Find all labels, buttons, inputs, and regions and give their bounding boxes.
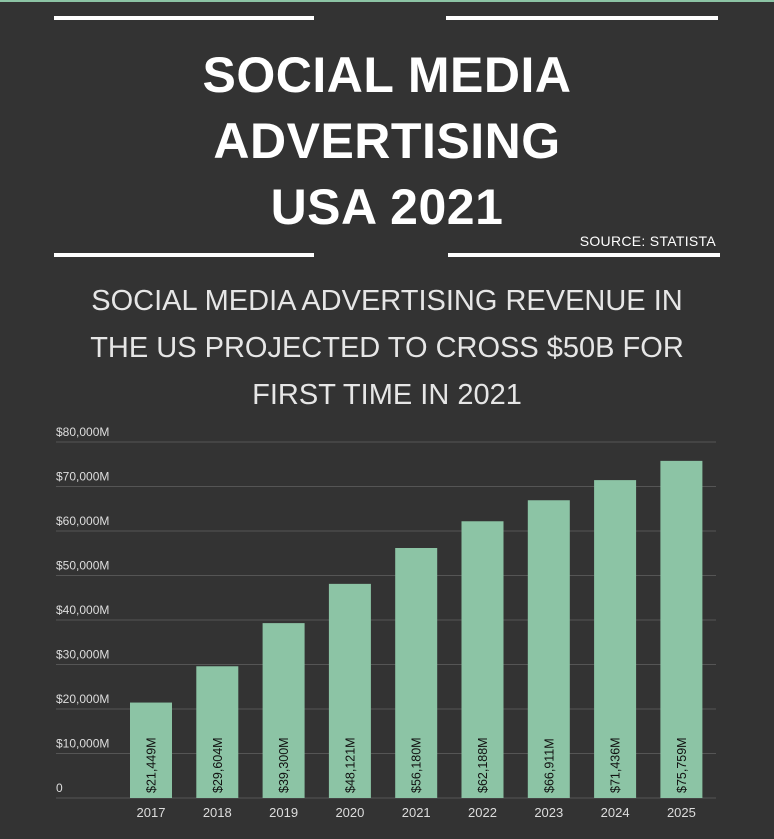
title-line-3: USA 2021 xyxy=(270,179,504,235)
chart-subtitle: SOCIAL MEDIA ADVERTISING REVENUE IN THE … xyxy=(0,278,774,419)
bar xyxy=(130,702,172,798)
bar-data-label: $71,436M xyxy=(609,737,623,793)
y-tick-label: $20,000M xyxy=(56,692,109,706)
y-tick-label: $50,000M xyxy=(56,559,109,573)
bar xyxy=(527,500,570,798)
y-tick-label: $60,000M xyxy=(56,514,109,528)
y-tick-label: $80,000M xyxy=(56,425,109,439)
subtitle-line-1: SOCIAL MEDIA ADVERTISING REVENUE IN xyxy=(91,285,683,317)
title-line-2: ADVERTISING xyxy=(213,113,561,169)
bar-data-label: $75,759M xyxy=(675,737,689,793)
title-rule-top-left xyxy=(54,16,314,20)
bar xyxy=(196,666,239,798)
bar-data-label: $48,121M xyxy=(343,737,357,793)
x-tick-label: 2018 xyxy=(203,805,232,820)
bar-data-label: $66,911M xyxy=(542,738,556,793)
bar xyxy=(395,547,438,798)
x-tick-label: 2019 xyxy=(269,805,298,820)
y-tick-label: $30,000M xyxy=(56,648,109,662)
title-rule-top-right xyxy=(446,16,718,20)
title-line-1: SOCIAL MEDIA xyxy=(202,47,572,103)
x-tick-label: 2020 xyxy=(335,805,364,820)
x-tick-label: 2017 xyxy=(137,805,166,820)
bar-data-label: $56,180M xyxy=(410,737,424,793)
top-accent-border xyxy=(0,0,774,2)
y-tick-label: 0 xyxy=(56,781,63,795)
x-tick-label: 2024 xyxy=(601,805,630,820)
source-label: SOURCE: STATISTA xyxy=(579,233,716,249)
page-title: SOCIAL MEDIA ADVERTISING USA 2021 xyxy=(0,42,774,240)
bar xyxy=(461,521,504,798)
y-tick-label: $10,000M xyxy=(56,737,109,751)
subtitle-line-3: FIRST TIME IN 2021 xyxy=(252,379,522,411)
bar-data-label: $29,604M xyxy=(211,737,225,793)
bar xyxy=(594,480,637,798)
x-tick-label: 2023 xyxy=(534,805,563,820)
bar-data-label: $21,449M xyxy=(145,737,159,793)
x-tick-label: 2021 xyxy=(402,805,431,820)
revenue-bar-chart: 0 $10,000M $20,000M $30,000M $40,000M $50,000… xyxy=(56,425,716,820)
bar-data-label: $62,188M xyxy=(476,737,490,793)
bar xyxy=(328,583,371,798)
x-tick-label: 2022 xyxy=(468,805,497,820)
title-rule-bottom-left xyxy=(54,253,314,257)
bar-data-label: $39,300M xyxy=(277,737,291,793)
title-rule-bottom-right xyxy=(448,253,720,257)
x-tick-label: 2025 xyxy=(667,805,696,820)
subtitle-line-2: THE US PROJECTED TO CROSS $50B FOR xyxy=(90,332,684,364)
bar xyxy=(262,623,305,798)
y-tick-label: $40,000M xyxy=(56,603,109,617)
y-tick-label: $70,000M xyxy=(56,470,109,484)
bar xyxy=(660,460,703,798)
